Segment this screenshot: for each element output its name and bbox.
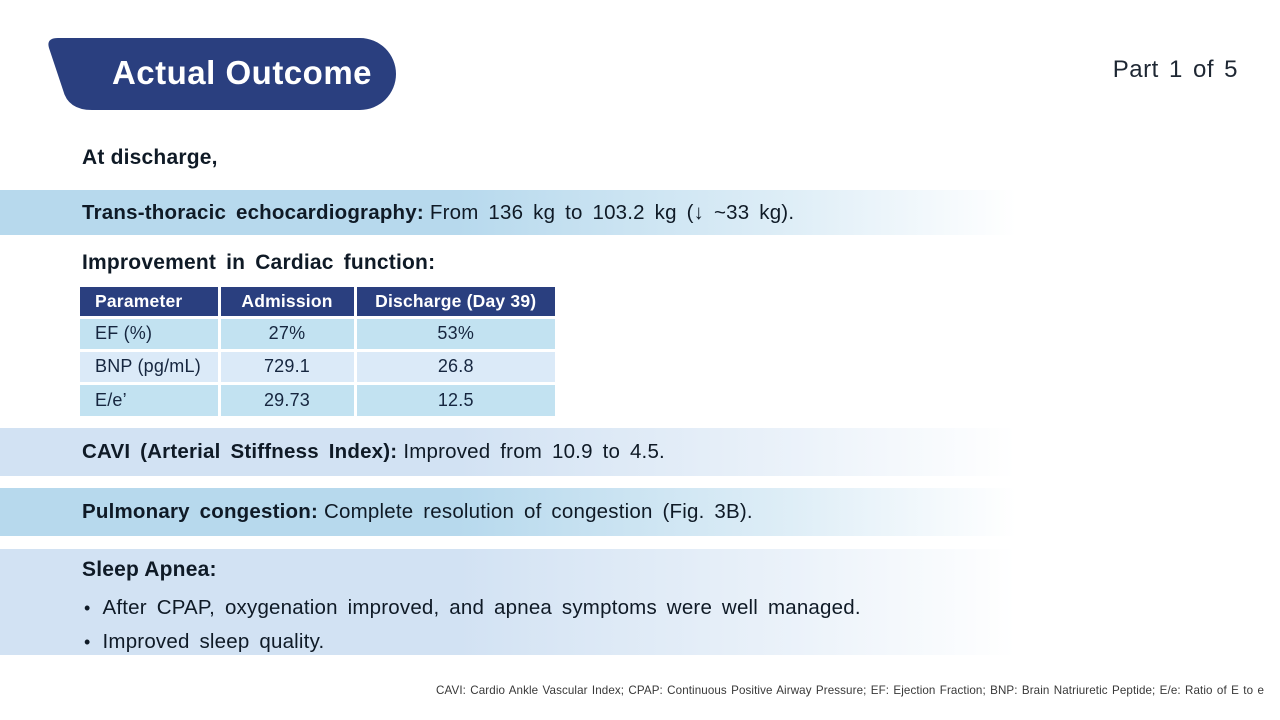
tte-label: Trans-thoracic echocardiography:	[82, 201, 424, 224]
table-header-row: Parameter Admission Discharge (Day 39)	[80, 287, 555, 319]
pulmonary-line: Pulmonary congestion: Complete resolution…	[0, 488, 1016, 536]
col-header-admission: Admission	[219, 287, 357, 319]
abbreviation-footnote: CAVI: Cardio Ankle Vascular Index; CPAP:…	[436, 684, 1264, 697]
table-row: BNP (pg/mL) 729.1 26.8	[80, 350, 555, 385]
col-header-parameter: Parameter	[80, 287, 221, 319]
cell-admission: 27%	[219, 317, 357, 352]
tte-line: Trans-thoracic echocardiography: From 136…	[0, 190, 1016, 235]
cell-parameter: BNP (pg/mL)	[80, 350, 221, 385]
page-title: Actual Outcome	[111, 54, 373, 91]
highlight-band-cavi: CAVI (Arterial Stiffness Index): Improved…	[0, 428, 1016, 476]
cavi-label: CAVI (Arterial Stiffness Index):	[82, 440, 398, 463]
banner-shape	[48, 38, 397, 110]
sleep-bullet-list: After CPAP, oxygenation improved, and ap…	[0, 591, 1016, 659]
list-item: Improved sleep quality.	[84, 625, 1016, 659]
cell-discharge: 12.5	[355, 383, 555, 416]
intro-text: At discharge,	[82, 146, 218, 169]
col-header-discharge: Discharge (Day 39)	[355, 287, 555, 319]
cavi-line: CAVI (Arterial Stiffness Index): Improved…	[0, 428, 1016, 476]
cell-admission: 29.73	[219, 383, 357, 416]
cell-discharge: 53%	[355, 317, 555, 352]
cell-parameter: E/e’	[80, 383, 221, 416]
table-row: EF (%) 27% 53%	[80, 317, 555, 352]
part-indicator: Part 1 of 5	[1112, 56, 1238, 83]
list-item: After CPAP, oxygenation improved, and ap…	[84, 591, 1016, 625]
cardiac-table: Parameter Admission Discharge (Day 39) E…	[80, 287, 555, 416]
cardiac-heading: Improvement in Cardiac function:	[82, 251, 436, 274]
title-banner: Actual Outcome	[48, 38, 436, 110]
highlight-band-tte: Trans-thoracic echocardiography: From 136…	[0, 190, 1016, 235]
cell-parameter: EF (%)	[80, 317, 221, 352]
cavi-value: Improved from 10.9 to 4.5.	[403, 440, 665, 463]
pulmonary-label: Pulmonary congestion:	[82, 500, 319, 523]
pulmonary-value: Complete resolution of congestion (Fig. …	[324, 500, 753, 523]
highlight-band-sleep: Sleep Apnea: After CPAP, oxygenation imp…	[0, 549, 1016, 655]
cell-admission: 729.1	[219, 350, 357, 385]
cell-discharge: 26.8	[355, 350, 555, 385]
highlight-band-pulmonary: Pulmonary congestion: Complete resolution…	[0, 488, 1016, 536]
sleep-apnea-label: Sleep Apnea:	[82, 558, 217, 581]
table-row: E/e’ 29.73 12.5	[80, 383, 555, 416]
tte-value: From 136 kg to 103.2 kg (↓ ~33 kg).	[429, 201, 795, 224]
